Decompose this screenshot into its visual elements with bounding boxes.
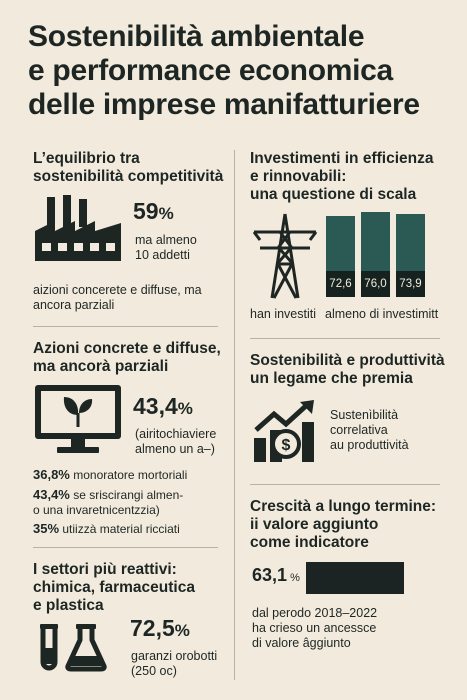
stat-row: 43,4% se sriscirangi almen- o una invare… bbox=[33, 487, 231, 518]
value-unit: % bbox=[177, 399, 193, 418]
note-line: (airitochiaviere bbox=[135, 427, 217, 441]
value-number: 72,5 bbox=[130, 615, 175, 641]
stat-row-value: 43,4% bbox=[33, 487, 70, 502]
stat-row-text: monoratore mortoriali bbox=[73, 468, 188, 482]
value-number: 63,1 bbox=[252, 565, 288, 585]
text-line: au produttività bbox=[330, 438, 409, 452]
power-tower-icon bbox=[252, 213, 318, 299]
heading-line: e rinnovabili: bbox=[250, 168, 347, 185]
stat-value: 43,4% bbox=[133, 393, 193, 420]
stat-row: 35% utiizzà material ricciati bbox=[33, 521, 231, 537]
text-line: Sustenìbilità bbox=[330, 408, 399, 422]
heading-line: I settori più reattivi: bbox=[33, 561, 177, 578]
stat-row-text: utiizzà material ricciati bbox=[62, 522, 180, 536]
flask-icon bbox=[40, 624, 107, 672]
svg-text:$: $ bbox=[282, 437, 291, 454]
note-line: almeno un a–) bbox=[135, 442, 215, 456]
heading-line: L’equilibrio tra bbox=[33, 150, 140, 167]
heading-line: Investimenti in efficienza bbox=[250, 150, 434, 167]
heading-line: Sostenibilità e produttività bbox=[250, 352, 445, 369]
stat-row-text: o una invaretnicentzzia) bbox=[33, 503, 160, 517]
heading-line: chimica, farmaceutica bbox=[33, 579, 195, 596]
section-text: dal perodo 2018–2022 ha crieso un ancess… bbox=[252, 606, 377, 651]
column-divider bbox=[234, 150, 235, 680]
title-line: Sostenibilità ambientale bbox=[28, 20, 365, 53]
section-heading: Investimenti in efficienza e rinnovabili… bbox=[250, 150, 460, 204]
stat-note: ma almeno 10 addetti bbox=[135, 233, 197, 263]
caption-line: ancora parziali bbox=[33, 298, 115, 312]
stat-note: (airitochiaviere almeno un a–) bbox=[135, 427, 216, 457]
factory-icon bbox=[35, 195, 121, 261]
heading-line: una questione di scala bbox=[250, 186, 417, 203]
section-heading: Sostenibilità e produttività un legame c… bbox=[250, 352, 462, 388]
stat-value: 72,5% bbox=[130, 615, 190, 642]
stat-row-text: se sriscirangi almen- bbox=[73, 488, 184, 502]
note-line: 10 addetti bbox=[135, 248, 190, 262]
note-line: ma almeno bbox=[135, 233, 197, 247]
bar-value-label: 72,6 bbox=[326, 271, 355, 297]
chart-caption: almeno di investimitt bbox=[325, 307, 439, 321]
heading-line: Crescità a lungo termine: bbox=[250, 498, 437, 515]
stat-row-value: 36,8% bbox=[33, 467, 70, 482]
value-number: 59 bbox=[133, 198, 159, 224]
section-caption: aizioni concerete e diffuse, ma ancora p… bbox=[33, 283, 228, 313]
stat-value: 59% bbox=[133, 198, 174, 225]
caption-line: aizioni concerete e diffuse, ma bbox=[33, 283, 202, 297]
progress-bar bbox=[306, 562, 404, 594]
value-unit: % bbox=[158, 204, 174, 223]
stat-row: 36,8% monoratore mortoriali bbox=[33, 467, 231, 483]
heading-line: sostenibilità competitività bbox=[33, 168, 224, 185]
page-title: Sostenibilità ambientale e performance e… bbox=[28, 20, 458, 122]
bar-value-label: 73,9 bbox=[396, 271, 425, 297]
section-divider bbox=[33, 326, 218, 327]
stat-note: garanzi orobotti (250 oc) bbox=[131, 649, 217, 679]
heading-line: e plastica bbox=[33, 597, 104, 614]
monitor-leaf-icon bbox=[35, 385, 121, 453]
chart-bar: 73,9 bbox=[396, 214, 425, 297]
note-line: (250 oc) bbox=[131, 664, 177, 678]
section-divider bbox=[250, 338, 440, 339]
heading-line: Azioni concrete e diffuse, bbox=[33, 340, 221, 357]
stat-row-value: 35% bbox=[33, 521, 60, 536]
chart-caption: han investiti bbox=[250, 307, 317, 321]
heading-line: un legame che premia bbox=[250, 370, 413, 387]
section-divider bbox=[250, 484, 440, 485]
value-unit: % bbox=[174, 621, 190, 640]
chart-bar: 76,0 bbox=[361, 212, 390, 297]
section-heading: Azioni concrete e diffuse, ma ancorà par… bbox=[33, 340, 231, 376]
chart-bar: 72,6 bbox=[326, 216, 355, 297]
heading-line: ii valore aggiunto bbox=[250, 516, 379, 533]
text-line: di valore âggiunto bbox=[252, 636, 351, 650]
growth-chart-icon: $ bbox=[254, 400, 314, 462]
value-unit: % bbox=[290, 572, 300, 584]
section-heading: L’equilibrio tra sostenibilità competiti… bbox=[33, 150, 228, 186]
section-heading: I settori più reattivi: chimica, farmace… bbox=[33, 561, 231, 615]
text-line: ha crieso un ancessce bbox=[252, 621, 377, 635]
bar-value-label: 76,0 bbox=[361, 271, 390, 297]
section-text: Sustenìbilità correlativa au produttivit… bbox=[330, 408, 409, 453]
title-line: e performance economica bbox=[28, 54, 393, 87]
heading-line: come indicatore bbox=[250, 534, 369, 551]
section-divider bbox=[33, 547, 218, 548]
text-line: dal perodo 2018–2022 bbox=[252, 606, 378, 620]
note-line: garanzi orobotti bbox=[131, 649, 218, 663]
text-line: correlativa bbox=[330, 423, 388, 437]
title-line: delle imprese manifatturiere bbox=[28, 88, 420, 121]
heading-line: ma ancorà parziali bbox=[33, 358, 169, 375]
value-number: 43,4 bbox=[133, 393, 178, 419]
stat-value: 63,1 % bbox=[252, 565, 300, 586]
section-heading: Crescità a lungo termine: ii valore aggi… bbox=[250, 498, 462, 552]
